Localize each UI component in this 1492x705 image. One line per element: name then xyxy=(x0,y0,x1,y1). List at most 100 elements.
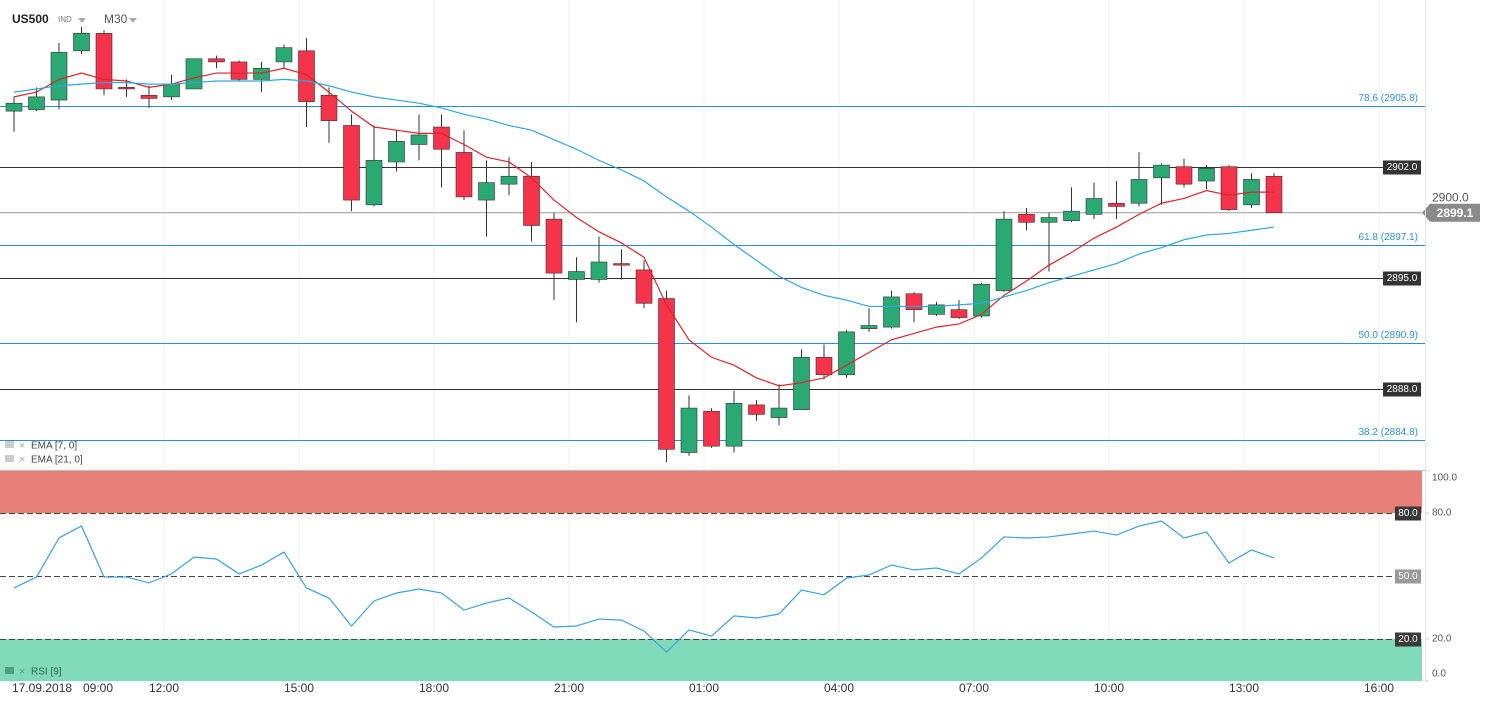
y-tick-label: 20.0 xyxy=(1432,634,1452,645)
fib-label: 78.6 (2905.8) xyxy=(1359,93,1419,104)
candle-body xyxy=(500,175,518,185)
x-start-date: 17.09.2018 xyxy=(12,681,72,695)
instrument-kind[interactable]: IND xyxy=(58,15,72,24)
level-label-box xyxy=(1383,271,1421,286)
level-label-box xyxy=(1395,569,1421,584)
level-label: 2895.0 xyxy=(1387,273,1418,284)
fib-label: 61.8 (2897.1) xyxy=(1359,232,1419,243)
dropdown-arrow[interactable] xyxy=(78,18,86,23)
level-label: 2888.0 xyxy=(1387,384,1418,395)
level-label-box xyxy=(1383,382,1421,397)
candle-body xyxy=(568,271,585,280)
plot: 12:00 15:00 18:00 21:00 01:00 04:00 07:00 10:00… xyxy=(0,0,1480,695)
level-label: 50.0 xyxy=(1398,571,1418,582)
y-tick-label: 0.0 xyxy=(1432,669,1446,680)
candle-body xyxy=(860,325,878,329)
candle-body xyxy=(5,102,23,112)
candle-body xyxy=(208,58,225,63)
candle-body xyxy=(748,404,765,415)
candle-body xyxy=(95,33,113,90)
candle-body xyxy=(1108,202,1125,207)
line-series xyxy=(13,78,1275,308)
candle-body xyxy=(163,83,180,98)
x-tick-label: 15:00 xyxy=(284,681,314,695)
level-label-box xyxy=(1383,160,1421,175)
legend-close[interactable]: × xyxy=(19,440,25,452)
candle-body xyxy=(995,218,1013,291)
candle-body xyxy=(1040,217,1058,223)
candle-body xyxy=(1085,198,1103,215)
candle-body xyxy=(298,50,315,102)
candle-body xyxy=(433,126,450,150)
legend-label: EMA [7, 0] xyxy=(31,441,77,452)
candle-body xyxy=(613,263,630,266)
legend-label: EMA [21, 0] xyxy=(31,455,83,466)
level-label: 80.0 xyxy=(1398,508,1418,519)
candle-body xyxy=(410,134,428,145)
candle-body xyxy=(73,33,90,52)
x-start-time: 09:00 xyxy=(83,681,113,695)
candle-body xyxy=(1153,164,1170,179)
fib-label: 50.0 (2890.9) xyxy=(1359,330,1419,341)
candle-body xyxy=(950,309,968,318)
level-label: 20.0 xyxy=(1398,634,1418,645)
candle-body xyxy=(838,331,855,376)
legend-icon[interactable] xyxy=(5,667,14,674)
candle-body xyxy=(1265,175,1283,214)
candle-body xyxy=(343,125,360,201)
candle-body xyxy=(883,296,900,328)
candle-body xyxy=(275,47,293,63)
candle-body xyxy=(680,407,698,453)
dropdown-arrow[interactable] xyxy=(129,18,137,23)
x-tick-label: 12:00 xyxy=(149,681,179,695)
legend-close[interactable]: × xyxy=(19,666,25,678)
y-tick-label: 2900.0 xyxy=(1432,191,1469,205)
candle-body xyxy=(455,152,473,198)
level-label-box xyxy=(1395,506,1421,521)
x-tick-label: 18:00 xyxy=(419,681,449,695)
x-tick-label: 16:00 xyxy=(1364,681,1394,695)
x-tick-label: 04:00 xyxy=(824,681,854,695)
x-tick-label: 21:00 xyxy=(554,681,584,695)
candle-body xyxy=(815,356,833,376)
candle-body xyxy=(320,94,338,121)
candle-body xyxy=(140,94,158,99)
candle-body xyxy=(703,410,720,447)
candle-body xyxy=(973,283,990,317)
candle-body xyxy=(590,261,608,280)
candle-body xyxy=(478,182,495,201)
candle-body xyxy=(253,67,270,80)
x-tick-label: 01:00 xyxy=(689,681,719,695)
candle-body xyxy=(118,87,135,90)
legend-icon[interactable] xyxy=(5,455,14,462)
candle-body xyxy=(523,175,540,226)
candle-body xyxy=(1130,179,1148,204)
legend-close[interactable]: × xyxy=(19,454,25,466)
level-label: 2902.0 xyxy=(1387,162,1418,173)
symbol[interactable]: US500 xyxy=(12,12,49,26)
candle-body xyxy=(1220,166,1238,210)
zone-band xyxy=(0,639,1422,681)
candle-body xyxy=(185,58,203,90)
candle-body xyxy=(50,52,68,101)
candle-body xyxy=(635,269,653,304)
y-tick-label: 100.0 xyxy=(1432,473,1457,484)
candle-body xyxy=(1018,214,1035,223)
last-price-label: 2899.1 xyxy=(1437,206,1474,220)
y-tick-label: 80.0 xyxy=(1432,508,1452,519)
candle-body xyxy=(365,160,383,206)
candle-body xyxy=(658,298,675,450)
x-tick-label: 13:00 xyxy=(1229,681,1259,695)
fib-label: 38.2 (2884.8) xyxy=(1359,427,1419,438)
candle-body xyxy=(28,96,45,110)
candle-body xyxy=(1063,210,1080,222)
legend-icon[interactable] xyxy=(5,441,14,448)
level-label-box xyxy=(1395,632,1421,647)
zone-band xyxy=(0,471,1422,513)
legend-label: RSI [9] xyxy=(31,667,62,678)
timeframe[interactable]: M30 xyxy=(104,12,128,26)
candle-body xyxy=(545,218,563,274)
x-tick-label: 07:00 xyxy=(959,681,989,695)
line-series xyxy=(13,520,1275,653)
